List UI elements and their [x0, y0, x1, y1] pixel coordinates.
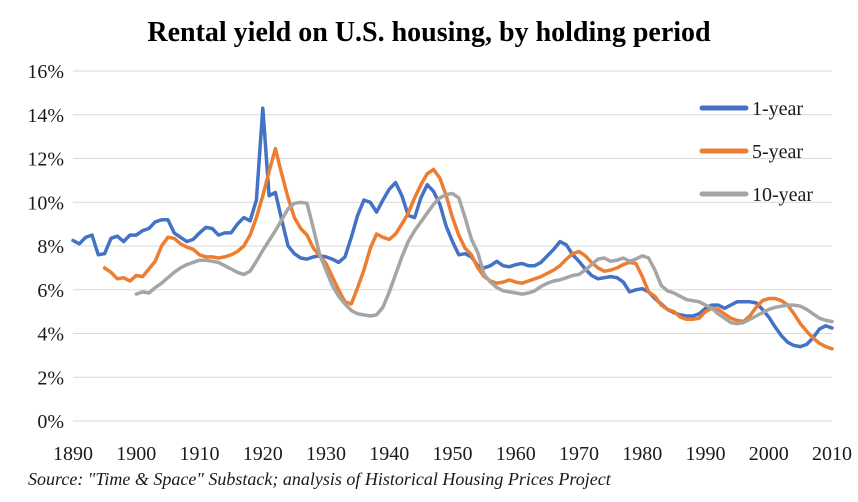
x-tick-label: 1910: [180, 443, 220, 465]
x-tick-label: 1990: [686, 443, 726, 465]
x-tick-label: 1970: [559, 443, 599, 465]
series-line-10-year: [134, 191, 834, 326]
source-note: Source: "Time & Space" Substack; analysi…: [28, 469, 611, 489]
x-tick-label: 1930: [306, 443, 346, 465]
y-tick-label: 8%: [37, 236, 64, 258]
y-tick-label: 16%: [27, 61, 64, 83]
legend-label-1-year: 1-year: [752, 98, 803, 120]
x-tick-label: 1920: [243, 443, 283, 465]
y-tick-label: 12%: [27, 149, 64, 171]
y-tick-label: 10%: [27, 192, 64, 214]
y-tick-label: 0%: [37, 411, 64, 433]
x-tick-label: 1950: [433, 443, 473, 465]
y-tick-label: 4%: [37, 324, 64, 346]
x-tick-label: 1900: [116, 443, 156, 465]
x-tick-label: 1940: [369, 443, 409, 465]
legend-label-10-year: 10-year: [752, 184, 813, 206]
y-tick-label: 2%: [37, 367, 64, 389]
x-tick-label: 1960: [496, 443, 536, 465]
x-tick-label: 2000: [749, 443, 789, 465]
y-tick-label: 14%: [27, 105, 64, 127]
y-tick-label: 6%: [37, 280, 64, 302]
x-tick-label: 2010: [812, 443, 852, 465]
x-tick-label: 1980: [622, 443, 662, 465]
legend-label-5-year: 5-year: [752, 141, 803, 163]
x-tick-label: 1890: [53, 443, 93, 465]
series-line-1-year: [71, 106, 834, 349]
chart-title: Rental yield on U.S. housing, by holding…: [147, 17, 711, 48]
